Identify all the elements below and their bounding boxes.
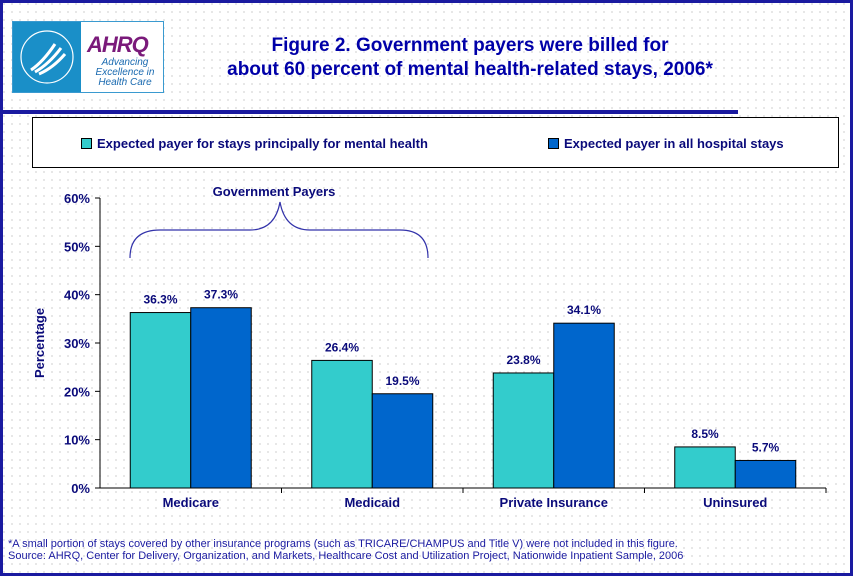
bar xyxy=(371,393,434,489)
source-note: Source: AHRQ, Center for Delivery, Organ… xyxy=(8,550,684,562)
y-tick-label: 50% xyxy=(64,239,90,254)
ahrq-tagline: Advancing Excellence in Health Care xyxy=(95,57,155,88)
legend-swatch xyxy=(548,138,559,149)
legend-item-all-stays: Expected payer in all hospital stays xyxy=(548,136,784,151)
x-tick-label: Private Insurance xyxy=(500,495,608,510)
x-tick-label: Medicare xyxy=(163,495,219,510)
chart-title: Figure 2. Government payers were billed … xyxy=(170,34,770,82)
bar xyxy=(129,312,192,489)
bar xyxy=(674,446,736,489)
ahrq-logo-text: AHRQ xyxy=(87,32,149,57)
legend-label: Expected payer for stays principally for… xyxy=(97,136,428,151)
title-line-1: Figure 2. Government payers were billed … xyxy=(271,35,669,56)
title-line-2: about 60 percent of mental health-relate… xyxy=(227,59,713,80)
bar xyxy=(492,372,555,489)
legend-item-mental-health: Expected payer for stays principally for… xyxy=(81,136,428,151)
y-tick-label: 0% xyxy=(71,481,90,496)
data-label: 34.1% xyxy=(567,303,601,317)
data-label: 23.8% xyxy=(506,353,540,367)
x-tick-label: Medicaid xyxy=(344,495,400,510)
y-tick-label: 60% xyxy=(64,191,90,206)
bar xyxy=(311,359,373,489)
footnotes: *A small portion of stays covered by oth… xyxy=(8,538,683,562)
bar xyxy=(190,307,252,489)
data-label: 37.3% xyxy=(204,288,238,302)
y-tick-label: 30% xyxy=(64,336,90,351)
data-label: 36.3% xyxy=(143,293,177,307)
y-tick-label: 20% xyxy=(64,384,90,399)
footnote: *A small portion of stays covered by oth… xyxy=(8,538,678,550)
legend: Expected payer for stays principally for… xyxy=(32,117,839,168)
y-tick-label: 10% xyxy=(64,433,90,448)
data-label: 8.5% xyxy=(691,427,719,441)
data-label: 5.7% xyxy=(752,440,780,454)
legend-swatch xyxy=(81,138,92,149)
header-rule xyxy=(0,110,738,114)
legend-label: Expected payer in all hospital stays xyxy=(564,136,784,151)
data-label: 19.5% xyxy=(385,374,419,388)
hhs-eagle-icon xyxy=(13,22,81,92)
x-tick-label: Uninsured xyxy=(703,495,767,510)
bar xyxy=(553,322,615,489)
y-axis-label: Percentage xyxy=(32,308,47,378)
bar xyxy=(734,459,797,489)
government-payers-brace xyxy=(129,201,429,259)
ahrq-logo: AHRQ Advancing Excellence in Health Care xyxy=(12,21,164,93)
government-payers-annotation: Government Payers xyxy=(213,184,336,199)
y-tick-label: 40% xyxy=(64,288,90,303)
data-label: 26.4% xyxy=(325,340,359,354)
